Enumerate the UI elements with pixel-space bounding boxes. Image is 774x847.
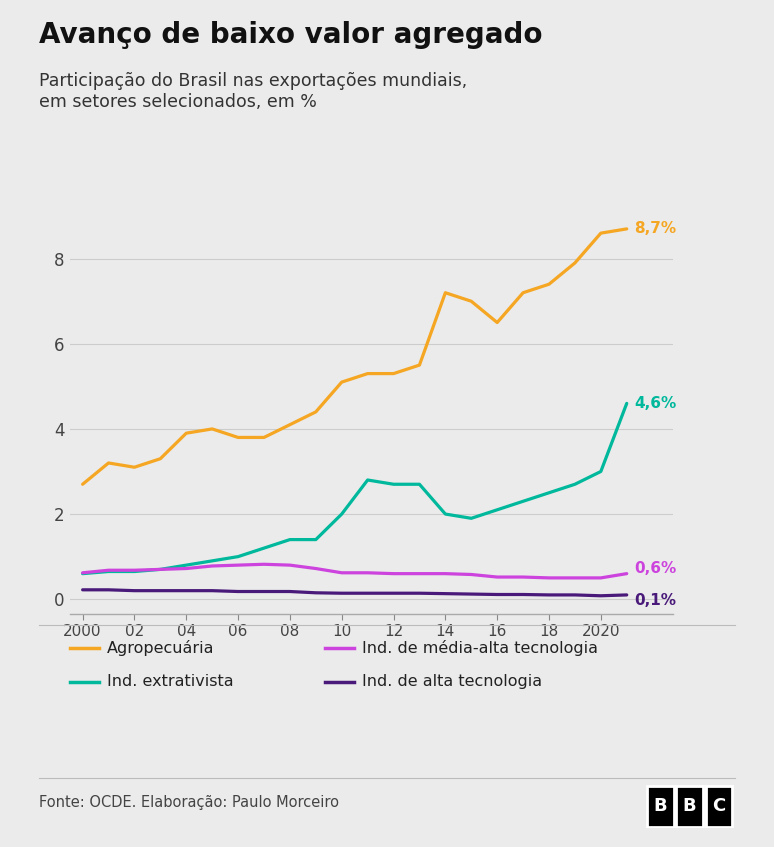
Text: 0,6%: 0,6% <box>635 561 676 576</box>
Text: Ind. extrativista: Ind. extrativista <box>107 674 234 689</box>
Text: B: B <box>653 797 667 816</box>
Bar <box>647 786 673 827</box>
Text: 4,6%: 4,6% <box>635 396 676 411</box>
Text: Ind. de alta tecnologia: Ind. de alta tecnologia <box>362 674 543 689</box>
Text: B: B <box>683 797 697 816</box>
Text: Fonte: OCDE. Elaboração: Paulo Morceiro: Fonte: OCDE. Elaboração: Paulo Morceiro <box>39 795 339 811</box>
Text: Participação do Brasil nas exportações mundiais,
em setores selecionados, em %: Participação do Brasil nas exportações m… <box>39 72 467 111</box>
Text: C: C <box>712 797 725 816</box>
Text: Avanço de baixo valor agregado: Avanço de baixo valor agregado <box>39 21 543 49</box>
Text: Ind. de média-alta tecnologia: Ind. de média-alta tecnologia <box>362 640 598 656</box>
Bar <box>706 786 732 827</box>
Text: 0,1%: 0,1% <box>635 593 676 607</box>
Text: Agropecuária: Agropecuária <box>107 640 214 656</box>
Text: 8,7%: 8,7% <box>635 221 676 236</box>
Bar <box>676 786 703 827</box>
